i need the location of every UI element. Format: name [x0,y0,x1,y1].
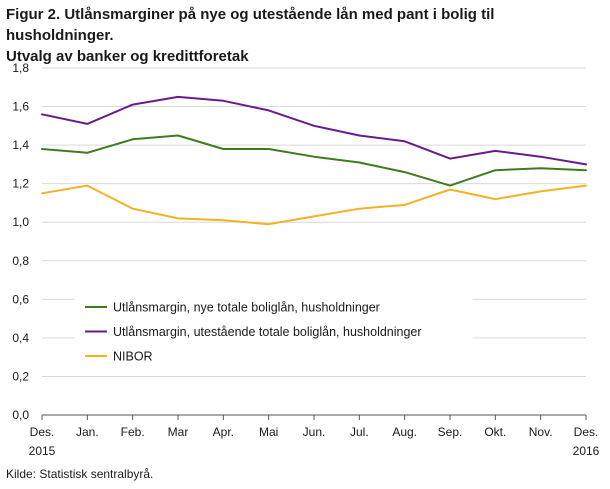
y-tick-label: 1,4 [12,138,29,152]
x-tick-label: Mar [168,425,189,439]
y-tick-label: 1,8 [12,61,29,75]
y-tick-label: 0,0 [12,408,29,422]
legend-label: Utlånsmargin, utestående totale boliglån… [113,325,422,339]
y-tick-label: 1,2 [12,177,29,191]
x-tick-label: Jun. [303,425,326,439]
chart-title-line2: Utvalg av banker og kredittforetak [6,48,249,65]
x-tick-label: Okt. [484,425,506,439]
x-tick-label: Des. [30,425,55,439]
x-tick-label: Nov. [529,425,553,439]
x-tick-year-label: 2016 [573,444,600,458]
x-tick-year-label: 2015 [29,444,56,458]
series-line-2 [41,95,587,166]
y-tick-label: 1,6 [12,100,29,114]
chart-title: Figur 2. Utlånsmarginer på nye og utestå… [6,4,606,67]
x-tick-label: Des. [574,425,599,439]
x-tick-label: Sep. [438,425,463,439]
legend-label: Utlånsmargin, nye totale boliglån, husho… [113,301,380,315]
x-tick-label: Jul. [350,425,369,439]
legend-box [74,290,473,369]
y-tick-label: 0,8 [12,254,29,268]
series-line-3 [41,184,587,226]
x-tick-label: Apr. [213,425,234,439]
series-line-1 [41,134,587,187]
y-tick-label: 1,0 [12,215,29,229]
y-tick-label: 0,4 [12,331,29,345]
x-tick-label: Feb. [121,425,145,439]
y-tick-label: 0,2 [12,369,29,383]
chart-title-line1: Figur 2. Utlånsmarginer på nye og utestå… [6,6,495,44]
x-tick-label: Jan. [76,425,99,439]
x-tick-label: Aug. [392,425,417,439]
legend-label: NIBOR [113,350,153,364]
source-note: Kilde: Statistisk sentralbyrå. [6,467,154,481]
x-tick-label: Mai [259,425,278,439]
y-tick-label: 0,6 [12,292,29,306]
